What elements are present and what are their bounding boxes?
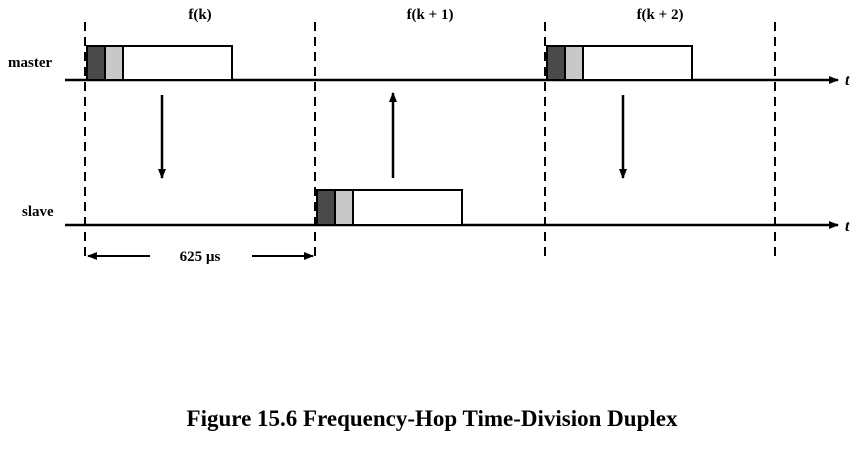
row-label-master: master: [8, 55, 52, 71]
figure-caption: Figure 15.6 Frequency-Hop Time-Division …: [186, 406, 678, 431]
slave-packet: [316, 189, 463, 226]
slot-duration-label: 625 µs: [180, 249, 221, 265]
hop-label-k1: f(k + 1): [407, 7, 454, 23]
master-axis-symbol: t: [845, 72, 850, 89]
hop-label-k2: f(k + 2): [637, 7, 684, 23]
row-label-slave: slave: [22, 204, 54, 220]
slave-axis-symbol: t: [845, 218, 850, 235]
master-packet-1: [86, 45, 233, 81]
master-packet-2: [546, 45, 693, 81]
hop-label-k: f(k): [188, 7, 211, 23]
